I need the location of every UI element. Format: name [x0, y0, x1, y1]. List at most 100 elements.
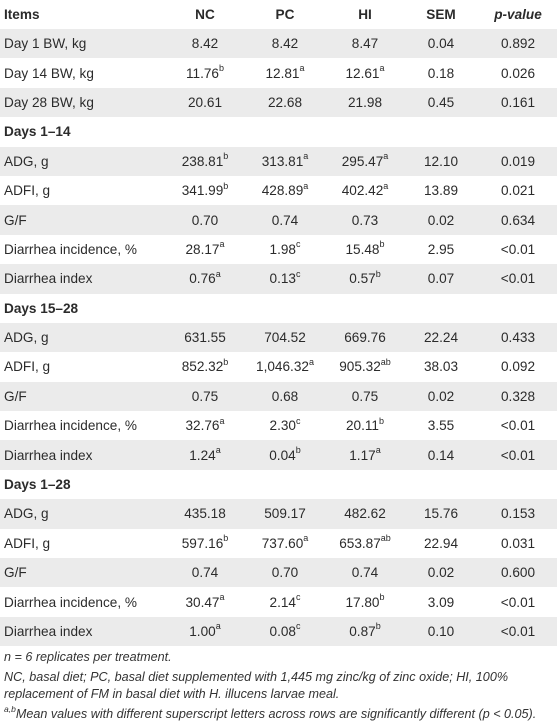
table-cell: 0.73 [327, 205, 403, 234]
table-cell: 482.62 [327, 499, 403, 528]
cell-value: 0.021 [500, 183, 536, 199]
cell-value: 12.61 [345, 65, 380, 81]
table-cell: 3.55 [403, 411, 479, 440]
cell-value: 0.026 [500, 65, 536, 81]
cell-value: 0.73 [351, 212, 379, 228]
significance-superscript: a [303, 533, 309, 544]
table-row: ADFI, g 852.32b 1,046.32a 905.32ab 38.03 0.09… [0, 352, 557, 381]
table-cell: 8.42 [167, 29, 243, 58]
table-cell: 0.019 [479, 147, 557, 176]
cell-value: 0.74 [191, 565, 219, 581]
table-cell: 295.47a [327, 147, 403, 176]
table-cell: 0.02 [403, 205, 479, 234]
table-cell: 0.04b [243, 440, 327, 469]
cell-value: 0.02 [427, 565, 455, 581]
row-label: Diarrhea incidence, % [4, 418, 137, 434]
table-body: Day 1 BW, kg 8.42 8.42 8.47 0.04 0.892 Day 14 … [0, 29, 557, 647]
cell-value: 2.14 [269, 594, 296, 610]
table-cell: 653.87ab [327, 529, 403, 558]
table-cell: 0.45 [403, 88, 479, 117]
cell-value: 12.10 [423, 153, 459, 169]
cell-value: 15.48 [345, 241, 380, 257]
table-cell: 2.30c [243, 411, 327, 440]
row-label: ADG, g [4, 330, 49, 346]
section-label: Days 15–28 [4, 300, 79, 316]
cell-value: 15.76 [423, 506, 459, 522]
cell-value: 3.09 [427, 594, 455, 610]
table-cell: 38.03 [403, 352, 479, 381]
cell-value: 0.04 [269, 447, 296, 463]
cell-value: 402.42 [341, 183, 384, 199]
table-cell: 852.32b [167, 352, 243, 381]
footnote-replicates: n = 6 replicates per treatment. [4, 650, 172, 664]
table-cell: 0.68 [243, 382, 327, 411]
table-cell: 0.634 [479, 205, 557, 234]
cell-value: 0.328 [500, 388, 536, 404]
table-cell: 12.61a [327, 58, 403, 87]
cell-value: 631.55 [184, 330, 226, 346]
table-cell: 0.10 [403, 617, 479, 646]
cell-value: 0.153 [500, 506, 536, 522]
table-cell: 428.89a [243, 176, 327, 205]
cell-value: 0.02 [427, 388, 455, 404]
table-cell: 0.600 [479, 558, 557, 587]
significance-superscript: a [383, 151, 389, 162]
cell-value: 653.87 [339, 535, 381, 551]
column-header: p-value [494, 7, 542, 22]
table-row: Diarrhea index 1.24a 0.04b 1.17a 0.14 <0.01 [0, 440, 557, 470]
table-cell: 0.14 [403, 440, 479, 469]
significance-superscript: a [379, 63, 385, 74]
results-table: Items NC PC HI SEM p-value Day 1 BW, kg 8.42 8.… [0, 0, 557, 647]
table-row: Diarrhea incidence, % 30.47a 2.14c 17.80b 3.… [0, 587, 557, 616]
row-label: G/F [4, 388, 27, 404]
table-cell: 2.95 [403, 235, 479, 264]
table-cell: 0.74 [243, 205, 327, 234]
table-cell: <0.01 [479, 411, 557, 440]
cell-value: 1.17 [349, 447, 376, 463]
table-footnotes: n = 6 replicates per treatment. NC, basa… [4, 649, 554, 726]
table-cell: 12.81a [243, 58, 327, 87]
table-cell: 2.14c [243, 587, 327, 616]
footnote-significance: a,bMean values with different superscrip… [4, 705, 554, 723]
significance-superscript: a [215, 445, 221, 456]
table-cell: <0.01 [479, 587, 557, 616]
cell-value: 28.17 [185, 241, 220, 257]
table-row: ADFI, g 341.99b 428.89a 402.42a 13.89 0.021 [0, 176, 557, 205]
section-label: Days 1–28 [4, 477, 71, 493]
cell-value: 341.99 [181, 183, 224, 199]
table-cell: 341.99b [167, 176, 243, 205]
column-header: PC [275, 7, 295, 22]
cell-value: 0.04 [427, 36, 455, 52]
row-label: ADFI, g [4, 359, 51, 375]
cell-value: 0.70 [191, 212, 219, 228]
table-row: Day 1 BW, kg 8.42 8.42 8.47 0.04 0.892 [0, 29, 557, 59]
cell-value: 0.76 [189, 271, 216, 287]
table-cell: 15.48b [327, 235, 403, 264]
table-header-row: Items NC PC HI SEM p-value [0, 0, 557, 29]
cell-value: 2.95 [427, 241, 455, 257]
cell-value: 852.32 [181, 359, 224, 375]
table-cell: 0.76a [167, 264, 243, 293]
table-cell: 3.09 [403, 587, 479, 616]
row-label: Diarrhea index [4, 624, 93, 639]
cell-value: <0.01 [500, 447, 536, 463]
significance-superscript: a [383, 180, 389, 191]
table-cell: 21.98 [327, 88, 403, 117]
cell-value: 22.24 [423, 330, 459, 346]
table-cell: 0.08c [243, 617, 327, 646]
significance-superscript: b [375, 268, 381, 279]
table-cell: 0.70 [243, 558, 327, 587]
cell-value: 0.45 [427, 94, 455, 110]
section-header-row: Days 15–28 [0, 294, 557, 323]
table-cell: 0.031 [479, 529, 557, 558]
row-label: ADG, g [4, 153, 49, 169]
cell-value: 0.13 [269, 271, 296, 287]
cell-value: 0.18 [427, 65, 455, 81]
row-label: ADG, g [4, 506, 49, 522]
table-cell: 0.57b [327, 264, 403, 293]
cell-value: 30.47 [185, 594, 220, 610]
table-cell: 0.13c [243, 264, 327, 293]
table-cell: 313.81a [243, 147, 327, 176]
table-cell: 0.18 [403, 58, 479, 87]
cell-value: 21.98 [347, 94, 383, 110]
